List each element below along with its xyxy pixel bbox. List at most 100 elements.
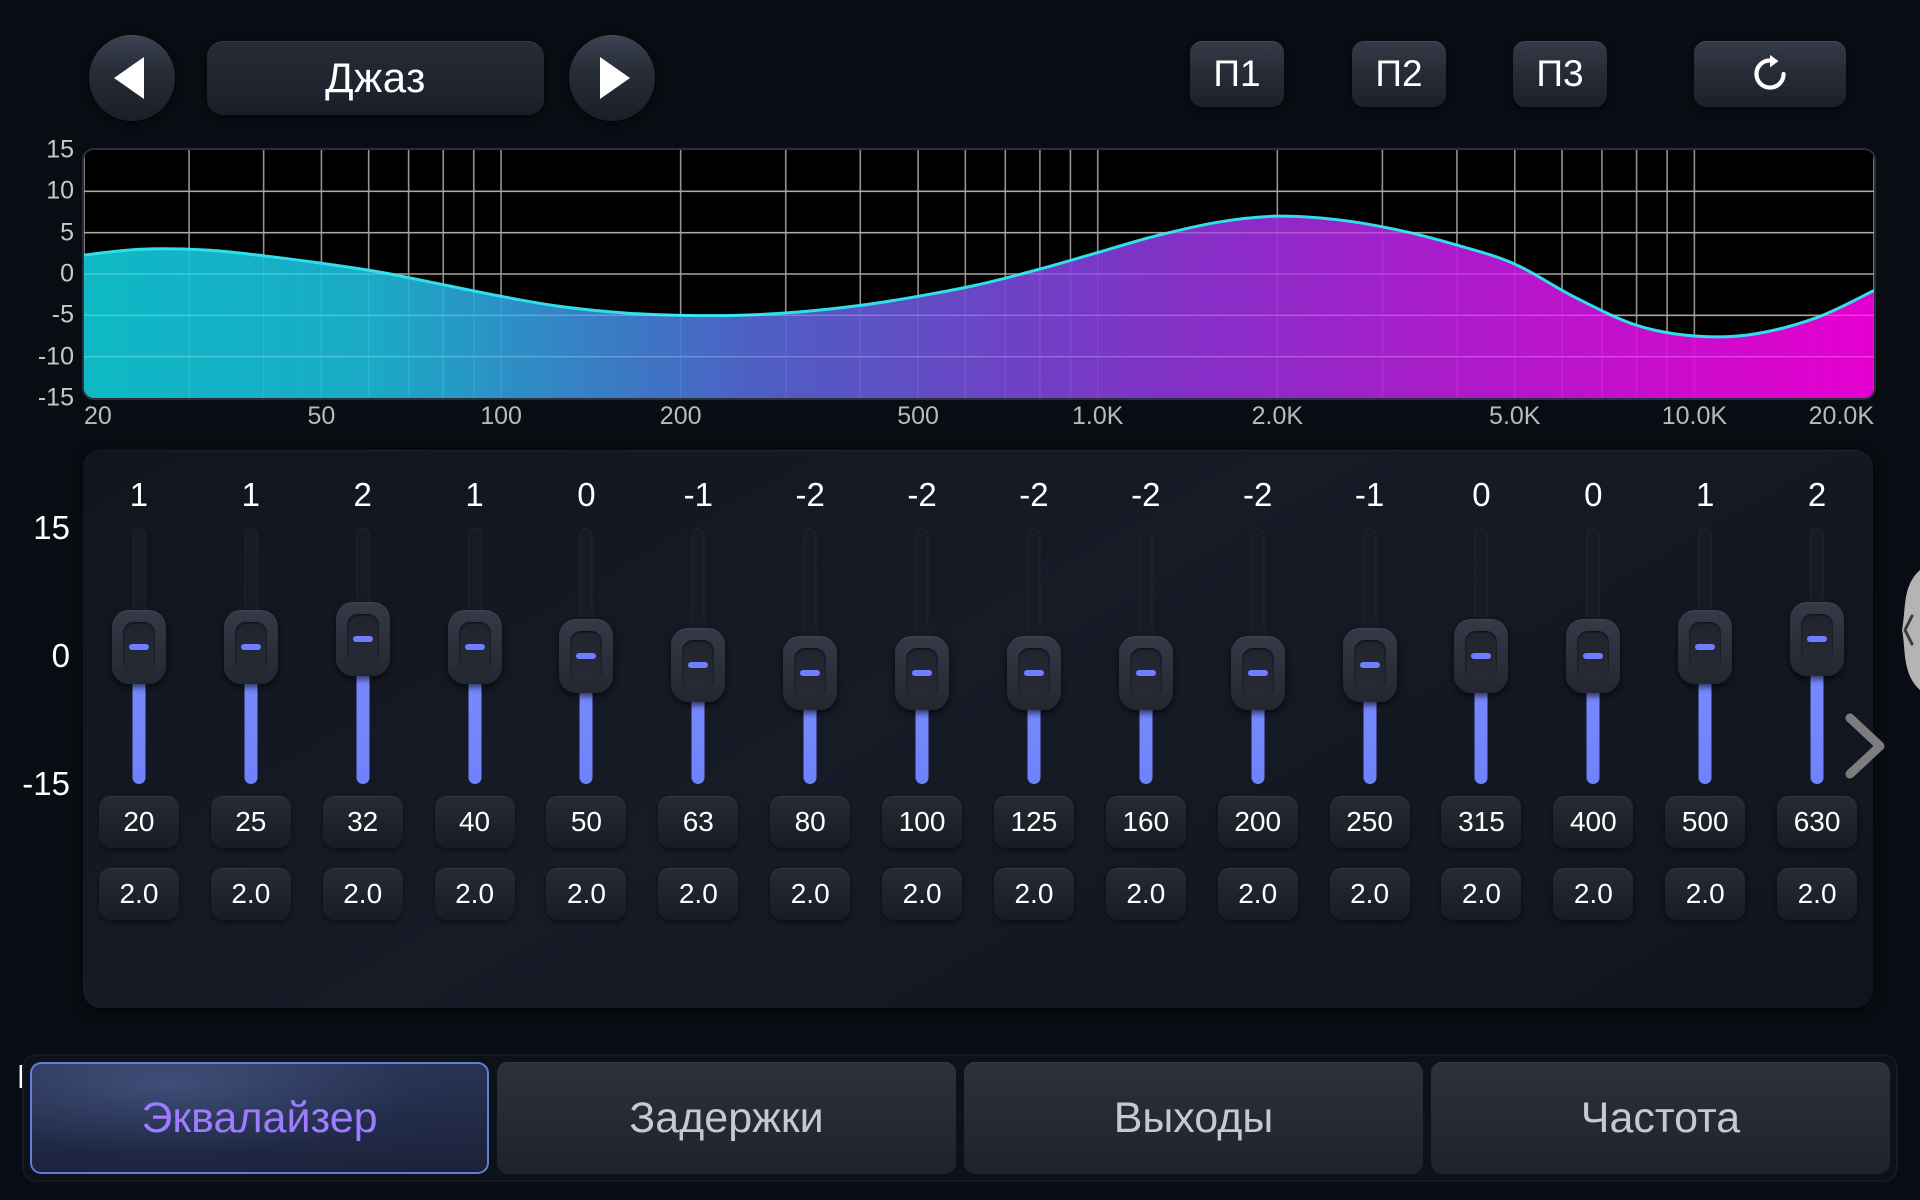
graph-y-tick: 5 — [60, 218, 74, 247]
graph-plot-area[interactable] — [84, 150, 1874, 398]
band-fc-field[interactable]: 630 — [1777, 796, 1858, 848]
band-q-field[interactable]: 2.0 — [1329, 868, 1410, 920]
band-q-field[interactable]: 2.0 — [546, 868, 627, 920]
band-gain-value: 0 — [1584, 476, 1603, 513]
slider-thumb[interactable] — [671, 627, 726, 702]
band-q-field[interactable]: 2.0 — [1105, 868, 1186, 920]
slider-thumb[interactable] — [111, 610, 166, 685]
band-fc-field[interactable]: 80 — [770, 796, 851, 848]
preset-slot-1-button[interactable]: П1 — [1190, 41, 1284, 107]
band-gain-slider[interactable] — [1675, 528, 1735, 784]
band-gain-slider[interactable] — [109, 528, 169, 784]
band-gain-slider[interactable] — [445, 528, 505, 784]
band-q-field[interactable]: 2.0 — [658, 868, 739, 920]
slider-thumb[interactable] — [895, 636, 950, 711]
band-q-field[interactable]: 2.0 — [434, 868, 515, 920]
slider-thumb[interactable] — [1790, 601, 1845, 676]
band-fc-field[interactable]: 40 — [434, 796, 515, 848]
eq-scale-axis: 15 0 -15 — [0, 450, 83, 1008]
band-gain-slider[interactable] — [221, 528, 281, 784]
band-gain-slider[interactable] — [1116, 528, 1176, 784]
slider-thumb[interactable] — [1118, 636, 1173, 711]
band-gain-slider[interactable] — [1451, 528, 1511, 784]
slider-thumb-inner — [346, 613, 379, 664]
drawer-tab-shape — [1902, 570, 1920, 690]
side-drawer-handle[interactable] — [1886, 570, 1920, 690]
next-page-chevron-button[interactable] — [1838, 710, 1894, 782]
band-q-field[interactable]: 2.0 — [1553, 868, 1634, 920]
next-preset-button[interactable] — [569, 35, 655, 121]
band-fc-field[interactable]: 400 — [1553, 796, 1634, 848]
graph-x-axis: 20 50 100 200 500 1.0K 2.0K 5.0K 10.0K 20.0K — [84, 402, 1874, 440]
band-q-field[interactable]: 2.0 — [322, 868, 403, 920]
slider-thumb-dash-icon — [1807, 635, 1828, 642]
band-gain-slider[interactable] — [1228, 528, 1288, 784]
band-gain-slider[interactable] — [1004, 528, 1064, 784]
slider-thumb[interactable] — [1678, 610, 1733, 685]
tab-frequency[interactable]: Частота — [1431, 1062, 1890, 1174]
band-fc-field[interactable]: 200 — [1217, 796, 1298, 848]
band-fc-field[interactable]: 63 — [658, 796, 739, 848]
previous-preset-button[interactable] — [89, 35, 175, 121]
band-fc-field[interactable]: 160 — [1105, 796, 1186, 848]
band-q-field[interactable]: 2.0 — [882, 868, 963, 920]
band-fc-field[interactable]: 250 — [1329, 796, 1410, 848]
slider-thumb[interactable] — [783, 636, 838, 711]
graph-x-tick: 20.0K — [1808, 402, 1874, 430]
band-fc-field[interactable]: 125 — [993, 796, 1074, 848]
band-gain-slider[interactable] — [780, 528, 840, 784]
band-gain-slider[interactable] — [333, 528, 393, 784]
slider-thumb-inner — [1577, 631, 1610, 681]
band-q-field[interactable]: 2.0 — [98, 868, 179, 920]
slider-thumb[interactable] — [223, 610, 278, 685]
band-fc-field[interactable]: 25 — [210, 796, 291, 848]
chevron-left-icon — [1903, 614, 1914, 646]
band-fc-field[interactable]: 20 — [98, 796, 179, 848]
slider-thumb-inner — [1241, 648, 1274, 699]
tab-delays[interactable]: Задержки — [497, 1062, 956, 1174]
band-q-field[interactable]: 2.0 — [1217, 868, 1298, 920]
slider-thumb[interactable] — [1006, 636, 1061, 711]
frequency-response-graph[interactable]: 15 10 5 0 -5 -10 -15 20 5 — [0, 136, 1920, 440]
slider-thumb[interactable] — [559, 619, 614, 693]
band-gain-slider[interactable] — [668, 528, 728, 784]
slider-thumb[interactable] — [1342, 627, 1397, 702]
band-q-field[interactable]: 2.0 — [993, 868, 1074, 920]
preset-name-display[interactable]: Джаз — [207, 41, 544, 115]
band-gain-slider[interactable] — [1787, 528, 1847, 784]
tab-outputs[interactable]: Выходы — [964, 1062, 1423, 1174]
band-q-field[interactable]: 2.0 — [1665, 868, 1746, 920]
band-q-field[interactable]: 2.0 — [1441, 868, 1522, 920]
eq-scale-label: 0 — [51, 637, 70, 674]
band-gain-slider[interactable] — [1340, 528, 1400, 784]
slider-thumb-inner — [570, 631, 603, 681]
reset-button[interactable] — [1694, 41, 1846, 107]
band-fc-field[interactable]: 100 — [882, 796, 963, 848]
eq-band: 0 50 2.0 — [531, 450, 643, 1008]
band-fc-field[interactable]: 32 — [322, 796, 403, 848]
band-fc-field[interactable]: 500 — [1665, 796, 1746, 848]
preset-slot-3-button[interactable]: П3 — [1513, 41, 1607, 107]
band-fc-field[interactable]: 315 — [1441, 796, 1522, 848]
band-gain-slider[interactable] — [1563, 528, 1623, 784]
band-gain-value: 1 — [1696, 476, 1715, 513]
band-gain-value: -2 — [1131, 476, 1161, 513]
slider-thumb[interactable] — [1566, 619, 1621, 693]
band-fc-field[interactable]: 50 — [546, 796, 627, 848]
graph-y-tick: 0 — [60, 259, 74, 288]
band-gain-value: -2 — [795, 476, 825, 513]
band-q-field[interactable]: 2.0 — [770, 868, 851, 920]
band-q-field[interactable]: 2.0 — [210, 868, 291, 920]
slider-thumb[interactable] — [1454, 619, 1509, 693]
slider-thumb[interactable] — [1230, 636, 1285, 711]
band-gain-value: 0 — [1472, 476, 1491, 513]
eq-band: -1 250 2.0 — [1314, 450, 1426, 1008]
graph-x-tick: 200 — [659, 402, 702, 430]
slider-thumb[interactable] — [335, 601, 390, 676]
band-q-field[interactable]: 2.0 — [1777, 868, 1858, 920]
band-gain-slider[interactable] — [556, 528, 616, 784]
slider-thumb[interactable] — [447, 610, 502, 685]
preset-slot-2-button[interactable]: П2 — [1352, 41, 1446, 107]
tab-equalizer[interactable]: Эквалайзер — [30, 1062, 489, 1174]
band-gain-slider[interactable] — [892, 528, 952, 784]
